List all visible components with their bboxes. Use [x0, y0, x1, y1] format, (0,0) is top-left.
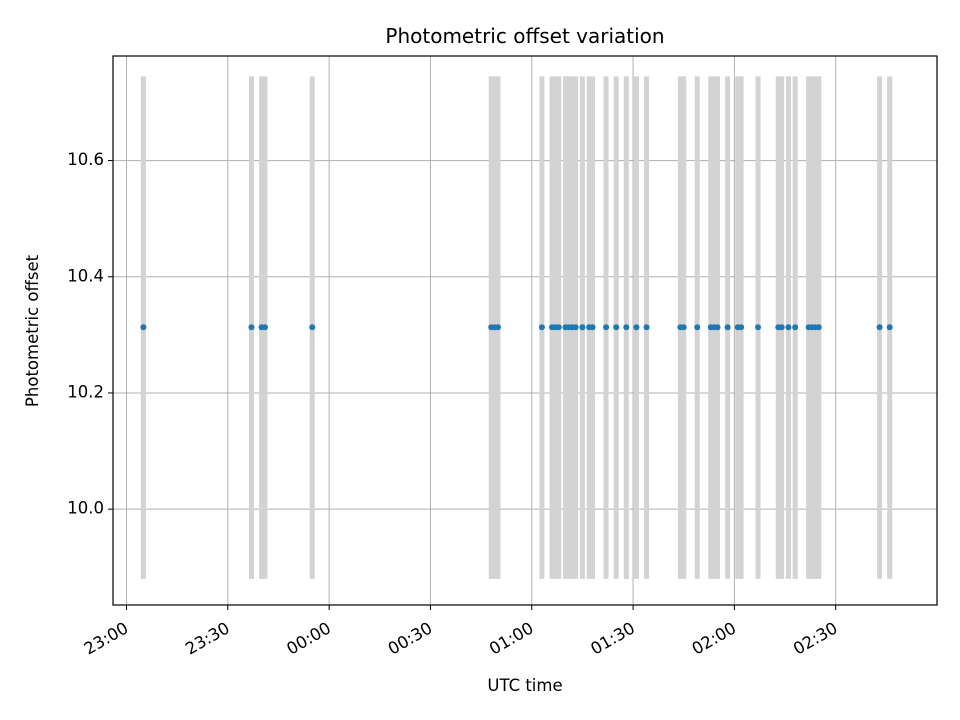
data-point: [248, 324, 255, 331]
data-point: [579, 324, 586, 331]
data-point: [261, 324, 268, 331]
data-point: [538, 324, 545, 331]
data-point: [785, 324, 792, 331]
data-point: [633, 324, 640, 331]
plot-frame: [112, 55, 938, 606]
y-tick-label: 10.6: [67, 150, 104, 169]
data-points: [140, 324, 893, 331]
x-axis-title: UTC time: [487, 676, 562, 695]
data-point: [643, 324, 650, 331]
data-point: [815, 324, 822, 331]
y-tick-label: 10.0: [67, 499, 104, 518]
data-point: [714, 324, 721, 331]
data-point: [755, 324, 762, 331]
data-point: [724, 324, 731, 331]
data-point: [603, 324, 610, 331]
y-axis: 10.0 10.2 10.4 10.6: [67, 150, 113, 518]
data-point: [555, 324, 562, 331]
y-tick-label: 10.4: [67, 266, 104, 285]
data-point: [738, 324, 745, 331]
data-point: [140, 324, 147, 331]
data-point: [613, 324, 620, 331]
data-point: [494, 324, 501, 331]
data-point: [876, 324, 883, 331]
chart-title: Photometric offset variation: [385, 24, 664, 48]
data-point: [589, 324, 596, 331]
data-point: [694, 324, 701, 331]
data-point: [778, 324, 785, 331]
y-axis-title: Photometric offset: [23, 254, 42, 407]
y-tick-label: 10.2: [67, 382, 104, 401]
data-point: [623, 324, 630, 331]
data-point: [792, 324, 799, 331]
data-point: [886, 324, 893, 331]
data-point: [572, 324, 579, 331]
data-point: [680, 324, 687, 331]
data-point: [309, 324, 316, 331]
